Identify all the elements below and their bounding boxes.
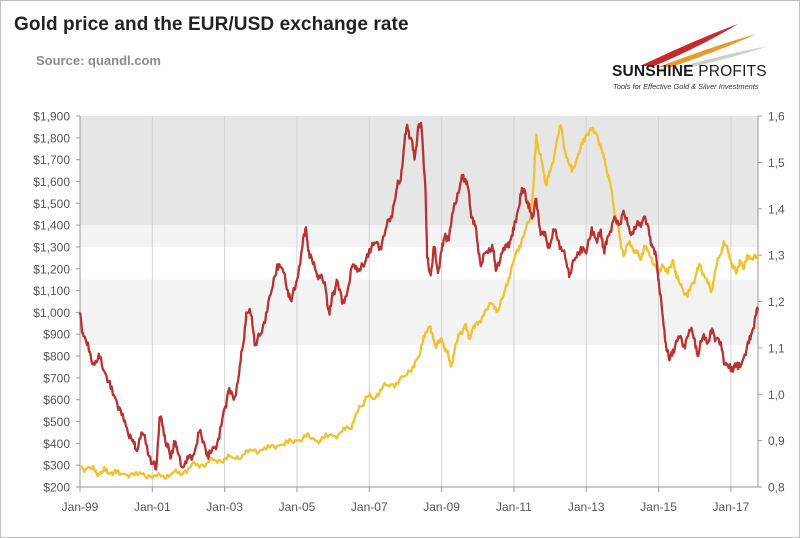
left-axis-tick-label: $1,800 bbox=[33, 131, 70, 145]
background-band-1 bbox=[80, 225, 758, 247]
chart-subtitle: Source: quandl.com bbox=[36, 53, 161, 68]
x-axis-tick-label: Jan-09 bbox=[423, 500, 460, 514]
series-lines bbox=[78, 121, 760, 480]
right-axis-tick-label: 0,8 bbox=[768, 481, 785, 495]
right-axis-ticks: 0,8 0,9 1,0 1,1 1,2 1,3 1,4 1,5 1,6 bbox=[758, 110, 785, 495]
left-axis-tick-label: $1,500 bbox=[33, 197, 70, 211]
series-line-eurusd bbox=[79, 124, 760, 480]
logo-swoosh-icon bbox=[640, 24, 768, 67]
x-axis-tick-label: Jan-17 bbox=[713, 500, 750, 514]
left-axis-tick-label: $1,000 bbox=[33, 306, 70, 320]
right-axis-tick-label: 1,0 bbox=[768, 388, 785, 402]
x-axis-tick-label: Jan-13 bbox=[568, 500, 605, 514]
background-band-2 bbox=[80, 279, 758, 346]
logo-name: SUNSHINE PROFITS bbox=[612, 63, 767, 81]
left-axis-tick-label: $700 bbox=[43, 371, 70, 385]
left-axis-tick-label: $1,300 bbox=[33, 240, 70, 254]
x-axis-tick-label: Jan-03 bbox=[206, 500, 243, 514]
x-axis-tick-label: Jan-11 bbox=[496, 500, 532, 514]
left-axis-tick-label: $300 bbox=[43, 459, 70, 473]
left-axis-tick-label: $1,200 bbox=[33, 262, 70, 276]
left-axis-tick-label: $1,900 bbox=[33, 110, 70, 124]
right-axis-tick-label: 1,5 bbox=[768, 156, 785, 170]
left-axis-tick-label: $1,100 bbox=[33, 284, 70, 298]
logo-name-bold: SUNSHINE bbox=[612, 63, 694, 80]
right-axis-tick-label: 1,2 bbox=[768, 295, 785, 309]
right-axis-tick-label: 0,9 bbox=[768, 434, 785, 448]
background-bands bbox=[80, 116, 758, 346]
left-axis-tick-label: $1,700 bbox=[33, 153, 70, 167]
logo-name-thin: PROFITS bbox=[698, 63, 767, 80]
left-axis-ticks: $200 $300 $400 $500 $600 $700 $800 $900 $1,000 $1… bbox=[33, 110, 80, 495]
chart-title: Gold price and the EUR/USD exchange rate bbox=[14, 14, 409, 35]
background-band-0 bbox=[80, 116, 758, 226]
x-axis-ticks: Jan-99 Jan-01 Jan-03 Jan-05 Jan-07 Jan-09 Jan-… bbox=[62, 487, 750, 514]
right-axis-tick-label: 1,1 bbox=[768, 341, 785, 355]
left-axis-tick-label: $800 bbox=[43, 350, 70, 364]
left-axis-tick-label: $900 bbox=[43, 328, 70, 342]
x-axis-tick-label: Jan-01 bbox=[134, 500, 171, 514]
left-axis-tick-label: $1,400 bbox=[33, 219, 70, 233]
right-axis-tick-label: 1,3 bbox=[768, 249, 785, 263]
left-axis-tick-label: $200 bbox=[43, 481, 70, 495]
x-axis-tick-label: Jan-05 bbox=[279, 500, 316, 514]
series-line-gold bbox=[78, 121, 760, 471]
left-axis-tick-label: $400 bbox=[43, 437, 70, 451]
left-axis-tick-label: $1,600 bbox=[33, 175, 70, 189]
right-axis-tick-label: 1,4 bbox=[768, 202, 785, 216]
right-axis-tick-label: 1,6 bbox=[768, 110, 785, 124]
logo-tagline: Tools for Effective Gold & Silver Invest… bbox=[613, 82, 759, 91]
x-axis-tick-label: Jan-07 bbox=[351, 500, 388, 514]
left-axis-tick-label: $600 bbox=[43, 393, 70, 407]
x-axis-tick-label: Jan-99 bbox=[62, 500, 99, 514]
x-axis-tick-label: Jan-15 bbox=[640, 500, 677, 514]
left-axis-tick-label: $500 bbox=[43, 415, 70, 429]
